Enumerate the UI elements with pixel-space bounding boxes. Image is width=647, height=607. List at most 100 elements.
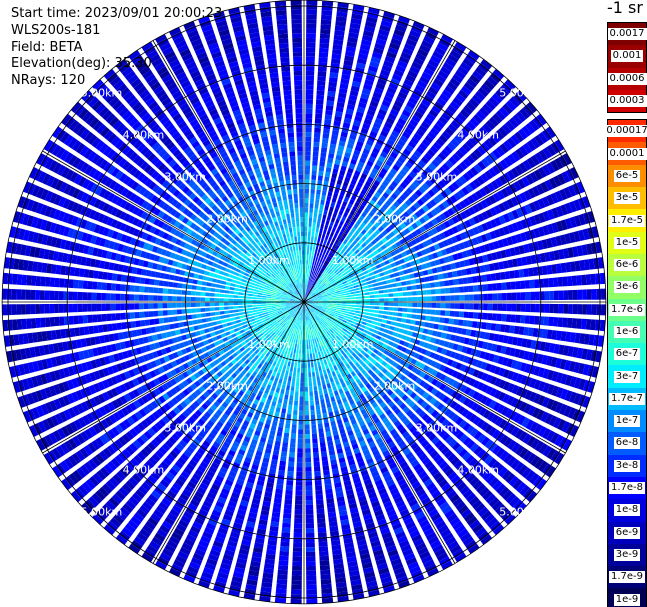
beta-cell (310, 405, 315, 411)
beta-cell (326, 307, 332, 310)
beta-cell (323, 265, 327, 271)
beta-cell (375, 82, 386, 90)
beta-cell (342, 181, 349, 188)
beta-cell (327, 284, 333, 288)
beta-cell (353, 315, 359, 320)
beta-cell (322, 214, 327, 220)
beta-cell (412, 302, 418, 308)
beta-cell (357, 269, 363, 274)
beta-cell (466, 120, 477, 131)
beta-cell (453, 278, 459, 286)
beta-cell (304, 235, 307, 241)
beta-cell (350, 276, 356, 281)
beta-cell (443, 230, 451, 238)
beta-cell (293, 409, 298, 416)
beta-cell (278, 469, 285, 476)
beta-cell (335, 218, 340, 225)
beta-cell (425, 202, 434, 210)
beta-cell (298, 429, 303, 435)
beta-cell (416, 198, 425, 207)
beta-cell (353, 120, 361, 127)
beta-cell (297, 339, 300, 345)
beta-cell (572, 289, 578, 300)
beta-cell (318, 299, 323, 301)
beta-cell (329, 67, 340, 74)
beta-cell (314, 251, 318, 257)
beta-cell (471, 94, 483, 105)
beta-cell (313, 452, 320, 458)
beta-cell (314, 282, 318, 287)
beta-cell (308, 298, 313, 301)
beta-cell (331, 306, 337, 309)
beta-cell (417, 296, 422, 302)
beta-cell (519, 232, 527, 242)
beta-cell (356, 251, 363, 258)
beta-cell (354, 145, 362, 152)
beta-cell (424, 192, 432, 201)
beta-cell (355, 305, 361, 308)
beta-cell (572, 346, 579, 358)
beta-cell (433, 78, 444, 88)
beta-cell (406, 208, 414, 216)
beta-cell (465, 54, 477, 65)
beta-cell (304, 259, 306, 265)
beta-cell (316, 189, 321, 195)
beta-cell (407, 297, 413, 302)
beta-cell (430, 289, 436, 295)
beta-cell (308, 255, 312, 261)
beta-cell (402, 329, 409, 335)
beta-cell (375, 322, 382, 327)
beta-cell (304, 400, 309, 406)
beta-cell (367, 242, 374, 249)
beta-cell (385, 234, 392, 241)
beta-cell (550, 356, 558, 368)
beta-cell (288, 461, 295, 467)
beta-cell (360, 248, 366, 255)
beta-cell (368, 210, 375, 218)
beta-cell (468, 303, 474, 310)
beta-cell (422, 204, 430, 213)
beta-cell (358, 327, 365, 332)
beta-cell (350, 227, 357, 233)
beta-cell (309, 334, 312, 340)
beta-cell (330, 253, 335, 259)
beta-cell (478, 187, 488, 197)
beta-cell (410, 319, 416, 325)
beta-cell (420, 195, 428, 204)
beta-cell (305, 532, 315, 538)
beta-cell (317, 272, 321, 278)
beta-cell (515, 194, 524, 205)
beta-cell (528, 229, 536, 240)
beta-cell (397, 312, 403, 317)
beta-cell (318, 432, 325, 438)
beta-cell (409, 183, 417, 192)
beta-cell (344, 176, 351, 183)
beta-cell (320, 360, 324, 366)
beta-cell (304, 174, 310, 180)
beta-cell (462, 57, 475, 68)
beta-cell (449, 245, 457, 253)
beta-cell (467, 320, 473, 328)
beta-cell (335, 290, 341, 294)
beta-cell (344, 287, 350, 291)
beta-cell (317, 297, 323, 299)
beta-cell (511, 209, 520, 220)
beta-cell (465, 184, 474, 193)
beta-cell (358, 204, 365, 211)
beta-cell (340, 242, 346, 249)
beta-cell (364, 25, 376, 33)
beta-cell (538, 212, 546, 223)
beta-cell (277, 569, 288, 576)
beta-cell (573, 230, 581, 242)
beta-cell (428, 162, 437, 171)
beta-cell (340, 293, 346, 296)
beta-cell (350, 18, 362, 25)
beta-cell (429, 337, 436, 344)
beta-cell (297, 438, 303, 444)
beta-cell (355, 62, 366, 70)
beta-cell (341, 161, 349, 168)
beta-cell (427, 189, 436, 198)
beta-cell (559, 234, 567, 246)
beta-cell (417, 159, 427, 168)
beta-cell (307, 231, 311, 237)
